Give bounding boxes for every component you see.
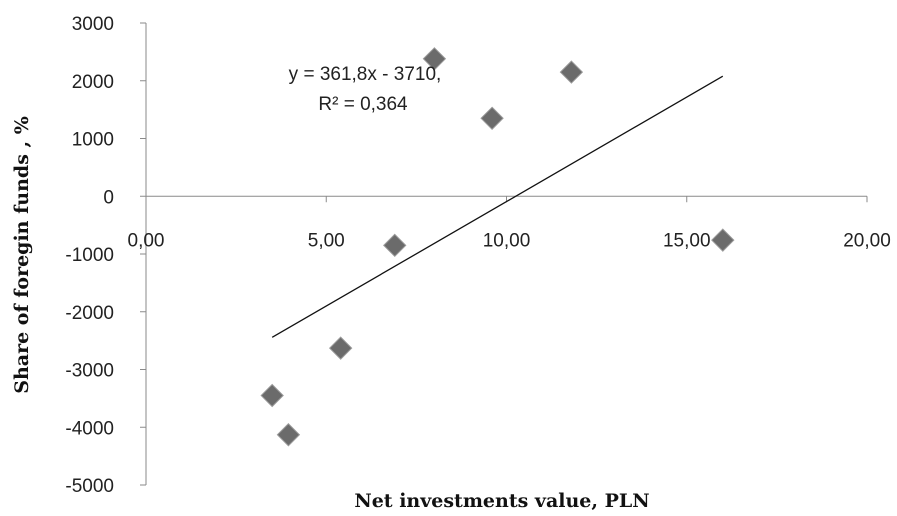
data-point <box>711 228 735 252</box>
y-axis <box>140 22 147 486</box>
x-axis-title: Net investments value, PLN <box>354 490 649 512</box>
data-point <box>328 336 353 360</box>
y-tick-label: 0 <box>103 187 114 208</box>
y-tick-label: -3000 <box>65 361 114 382</box>
data-point <box>383 233 407 258</box>
y-tick-label: -2000 <box>65 303 114 324</box>
data-point <box>480 106 504 130</box>
x-tick-label: 0,00 <box>128 230 165 251</box>
y-tick-label: -5000 <box>65 476 114 497</box>
trendline-path <box>271 75 724 338</box>
data-point <box>559 60 584 84</box>
x-tick-label: 15,00 <box>663 230 711 251</box>
y-tick-label: 3000 <box>72 14 114 35</box>
data-point <box>276 423 301 447</box>
y-tick-label: -4000 <box>65 418 114 439</box>
data-point <box>260 383 284 408</box>
x-tick-label: 5,00 <box>308 230 345 251</box>
y-tick-label: -1000 <box>65 245 114 266</box>
y-tick-label: 1000 <box>72 130 114 151</box>
trendline <box>271 75 724 338</box>
y-axis-title: Share of foregin funds , % <box>11 116 33 394</box>
data-points <box>260 47 735 447</box>
trendline-equation: y = 361,8x - 3710, <box>289 64 442 85</box>
trendline-r-squared: R² = 0,364 <box>318 94 408 115</box>
data-point <box>422 47 447 71</box>
y-tick-label: 2000 <box>72 72 114 93</box>
x-tick-labels: 0,00 5,00 10,00 15,00 20,00 <box>128 230 891 251</box>
x-tick-label: 10,00 <box>483 230 531 251</box>
x-tick-label: 20,00 <box>843 230 891 251</box>
y-tick-labels: 3000 2000 1000 0 -1000 -2000 -3000 -4000 -5000 <box>65 14 114 497</box>
